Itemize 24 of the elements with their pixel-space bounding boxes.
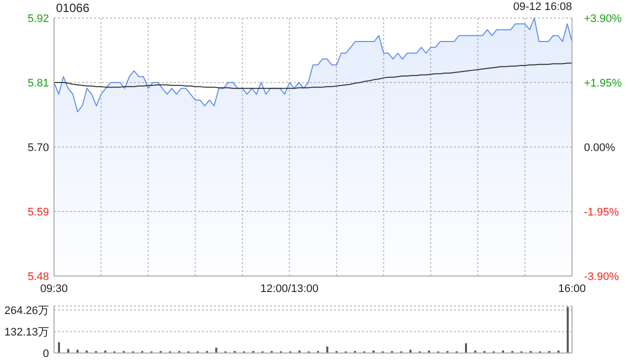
bar	[326, 346, 328, 353]
chart-title: 01066	[56, 1, 90, 15]
bar	[58, 342, 60, 353]
y-tick-label: 0	[42, 348, 49, 360]
y2-tick-label: +1.95%	[584, 78, 622, 90]
y-tick-label: 5.59	[28, 206, 49, 218]
x-tick-label: 12:00/13:00	[260, 282, 319, 295]
y2-tick-label: -1.95%	[584, 206, 620, 218]
y-tick-label: 264.26万	[4, 305, 49, 318]
y2-tick-label: +3.90%	[584, 13, 622, 25]
line-series	[54, 62, 572, 89]
y-tick-label: 5.81	[28, 78, 49, 90]
y-tick-label: 5.48	[28, 271, 49, 283]
bar	[566, 306, 569, 353]
bar	[465, 343, 467, 353]
y-tick-label: 132.13万	[4, 326, 49, 339]
x-tick-label: 09:30	[40, 282, 68, 295]
y-tick-label: 5.92	[28, 13, 49, 25]
x-tick-label: 16:00	[558, 282, 586, 295]
y2-tick-label: 0.00%	[584, 142, 616, 154]
text: 09-12 16:08	[513, 1, 572, 13]
y2-tick-label: -3.90%	[584, 271, 620, 283]
bar	[215, 348, 218, 353]
y-tick-label: 5.70	[28, 142, 49, 154]
